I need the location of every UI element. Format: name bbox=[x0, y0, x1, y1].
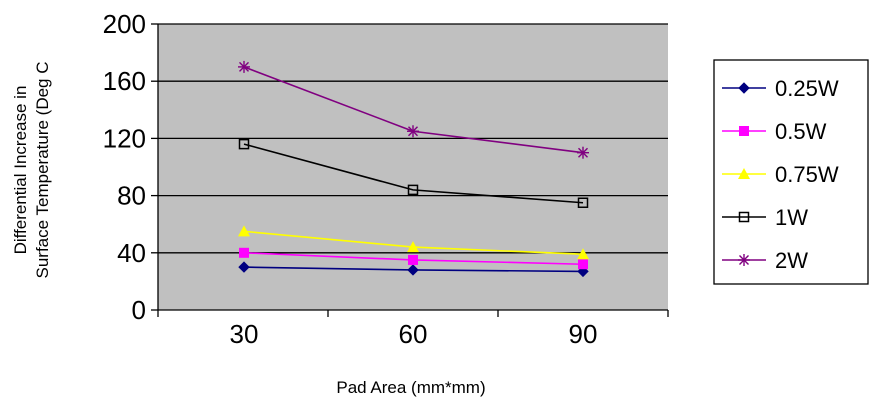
data-point-0.5W-60 bbox=[408, 254, 418, 265]
y-tick-label-0: 0 bbox=[132, 295, 146, 325]
legend-item-2W: 2W bbox=[722, 248, 808, 273]
data-point-1W-90 bbox=[577, 197, 589, 208]
series-1W bbox=[238, 138, 589, 208]
data-point-0.25W-30 bbox=[238, 261, 250, 273]
legend-item-0.75W: 0.75W bbox=[722, 162, 839, 187]
y-axis-label-line-2: Surface Temperature (Deg C bbox=[33, 61, 52, 278]
legend-item-0.5W: 0.5W bbox=[722, 119, 827, 144]
series-0.5W bbox=[239, 247, 588, 270]
data-point-0.5W-90 bbox=[578, 259, 588, 270]
data-point-1W-60 bbox=[407, 184, 419, 196]
legend-marker-1W bbox=[738, 211, 750, 223]
data-point-0.75W-30 bbox=[238, 225, 250, 237]
legend-label-0.75W: 0.75W bbox=[775, 162, 839, 187]
series-0.25W bbox=[238, 261, 589, 278]
y-axis-label-line-1: Differential Increase in bbox=[11, 86, 30, 255]
legend-label-0.5W: 0.5W bbox=[775, 119, 827, 144]
legend-marker-0.75W bbox=[738, 168, 750, 179]
legend-label-0.25W: 0.25W bbox=[775, 76, 839, 101]
x-tick-label-30: 30 bbox=[230, 319, 259, 349]
y-tick-label-80: 80 bbox=[117, 181, 146, 211]
legend-marker-0.25W bbox=[738, 82, 750, 94]
data-point-0.75W-60 bbox=[407, 241, 419, 253]
legend-item-0.25W: 0.25W bbox=[722, 76, 839, 101]
series-0.75W bbox=[238, 225, 589, 260]
data-point-1W-30 bbox=[238, 138, 250, 150]
legend-item-1W: 1W bbox=[722, 205, 808, 230]
series-line-1W bbox=[243, 143, 584, 204]
data-point-2W-30 bbox=[238, 60, 250, 73]
data-point-0.5W-30 bbox=[239, 247, 249, 258]
y-tick-label-160: 160 bbox=[103, 66, 146, 96]
data-point-2W-90 bbox=[577, 146, 589, 159]
y-tick-label-120: 120 bbox=[103, 123, 146, 153]
legend-marker-0.5W bbox=[739, 126, 749, 136]
legend-label-1W: 1W bbox=[775, 205, 808, 230]
x-axis-label: Pad Area (mm*mm) bbox=[336, 378, 485, 397]
axes: 0 40 80 120 160 200 30 60 90 bbox=[103, 9, 669, 349]
legend-label-2W: 2W bbox=[775, 248, 808, 273]
x-tick-label-90: 90 bbox=[569, 319, 598, 349]
data-point-0.75W-90 bbox=[577, 248, 589, 260]
data-series bbox=[238, 60, 589, 278]
legend: 0.25W 0.5W 0.75W 1W 2W bbox=[713, 59, 869, 285]
y-tick-label-40: 40 bbox=[117, 238, 146, 268]
y-tick-label-200: 200 bbox=[103, 9, 146, 39]
legend-marker-2W bbox=[738, 254, 750, 266]
series-2W bbox=[238, 60, 589, 159]
data-point-0.25W-60 bbox=[407, 264, 419, 276]
x-tick-label-60: 60 bbox=[399, 319, 428, 349]
legend-box bbox=[713, 59, 869, 285]
data-point-2W-60 bbox=[407, 125, 419, 138]
